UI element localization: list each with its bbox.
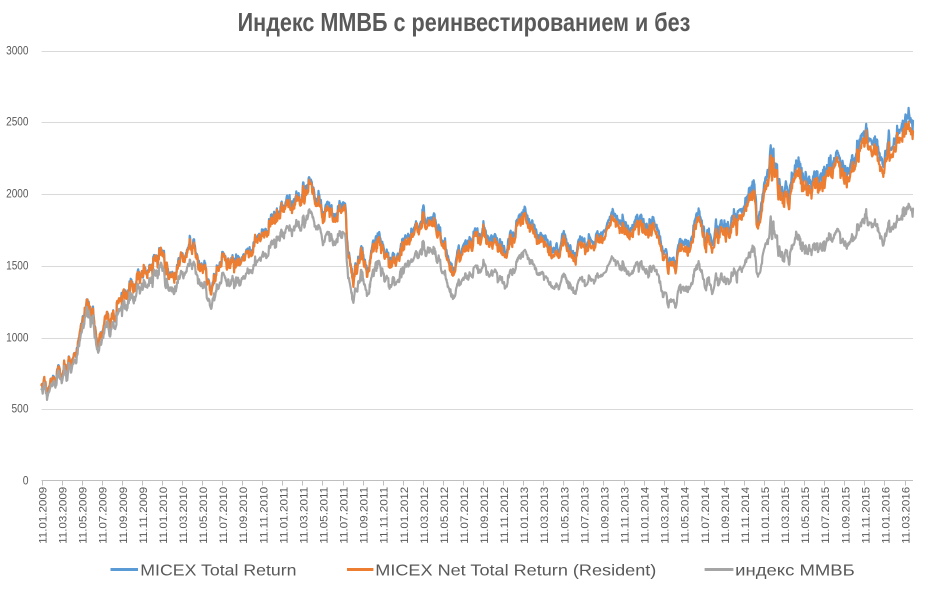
svg-text:11.03.2014: 11.03.2014 bbox=[660, 487, 672, 544]
svg-text:500: 500 bbox=[12, 404, 29, 416]
svg-text:11.09.2013: 11.09.2013 bbox=[600, 487, 612, 544]
svg-text:11.01.2014: 11.01.2014 bbox=[640, 487, 652, 544]
svg-text:11.05.2015: 11.05.2015 bbox=[800, 487, 812, 544]
svg-text:11.09.2015: 11.09.2015 bbox=[840, 487, 852, 544]
svg-text:1000: 1000 bbox=[6, 333, 28, 345]
svg-text:11.07.2013: 11.07.2013 bbox=[579, 487, 591, 544]
svg-text:11.11.2010: 11.11.2010 bbox=[258, 487, 270, 544]
svg-text:11.01.2012: 11.01.2012 bbox=[399, 487, 411, 544]
svg-text:2000: 2000 bbox=[6, 189, 28, 201]
svg-text:11.07.2012: 11.07.2012 bbox=[459, 487, 471, 544]
svg-text:11.03.2009: 11.03.2009 bbox=[58, 487, 70, 544]
svg-text:индекс ММВБ: индекс ММВБ bbox=[735, 562, 855, 579]
svg-text:11.05.2013: 11.05.2013 bbox=[559, 487, 571, 544]
svg-text:Индекс ММВБ с реинвестирование: Индекс ММВБ с реинвестированием и без bbox=[238, 8, 691, 37]
svg-text:11.07.2010: 11.07.2010 bbox=[218, 487, 230, 544]
svg-text:11.01.2010: 11.01.2010 bbox=[158, 487, 170, 544]
svg-text:11.03.2016: 11.03.2016 bbox=[901, 487, 913, 544]
svg-text:11.03.2011: 11.03.2011 bbox=[298, 487, 310, 544]
svg-text:11.09.2011: 11.09.2011 bbox=[359, 487, 371, 544]
svg-text:11.11.2009: 11.11.2009 bbox=[138, 487, 150, 544]
svg-text:11.05.2010: 11.05.2010 bbox=[198, 487, 210, 544]
svg-text:11.05.2011: 11.05.2011 bbox=[319, 487, 331, 544]
svg-text:11.03.2012: 11.03.2012 bbox=[419, 487, 431, 544]
svg-text:0: 0 bbox=[23, 476, 29, 488]
svg-text:3000: 3000 bbox=[6, 46, 28, 58]
svg-text:11.07.2009: 11.07.2009 bbox=[98, 487, 110, 544]
svg-text:11.09.2010: 11.09.2010 bbox=[238, 487, 250, 544]
svg-text:2500: 2500 bbox=[6, 117, 28, 129]
svg-text:MICEX Net Total Return (Reside: MICEX Net Total Return (Resident) bbox=[375, 562, 656, 579]
svg-text:11.07.2014: 11.07.2014 bbox=[700, 487, 712, 544]
svg-text:11.11.2015: 11.11.2015 bbox=[860, 487, 872, 544]
svg-text:11.09.2012: 11.09.2012 bbox=[479, 487, 491, 544]
svg-text:11.09.2014: 11.09.2014 bbox=[720, 487, 732, 544]
svg-text:11.11.2011: 11.11.2011 bbox=[379, 487, 391, 544]
svg-text:11.01.2015: 11.01.2015 bbox=[760, 487, 772, 544]
svg-text:11.05.2009: 11.05.2009 bbox=[78, 487, 90, 544]
svg-text:11.01.2009: 11.01.2009 bbox=[38, 487, 50, 544]
svg-text:11.03.2013: 11.03.2013 bbox=[539, 487, 551, 544]
svg-text:11.01.2013: 11.01.2013 bbox=[519, 487, 531, 544]
svg-text:11.11.2012: 11.11.2012 bbox=[499, 487, 511, 544]
svg-text:11.03.2015: 11.03.2015 bbox=[780, 487, 792, 544]
svg-text:11.01.2016: 11.01.2016 bbox=[880, 487, 892, 544]
svg-text:11.11.2013: 11.11.2013 bbox=[620, 487, 632, 544]
svg-text:11.05.2012: 11.05.2012 bbox=[439, 487, 451, 544]
svg-text:MICEX Total Return: MICEX Total Return bbox=[140, 562, 296, 579]
svg-text:11.01.2011: 11.01.2011 bbox=[278, 487, 290, 544]
svg-text:11.07.2015: 11.07.2015 bbox=[820, 487, 832, 544]
svg-text:11.07.2011: 11.07.2011 bbox=[339, 487, 351, 544]
svg-text:11.09.2009: 11.09.2009 bbox=[118, 487, 130, 544]
svg-text:1500: 1500 bbox=[6, 261, 28, 273]
svg-text:11.03.2010: 11.03.2010 bbox=[178, 487, 190, 544]
svg-text:11.11.2014: 11.11.2014 bbox=[740, 487, 752, 544]
svg-text:11.05.2014: 11.05.2014 bbox=[680, 487, 692, 544]
